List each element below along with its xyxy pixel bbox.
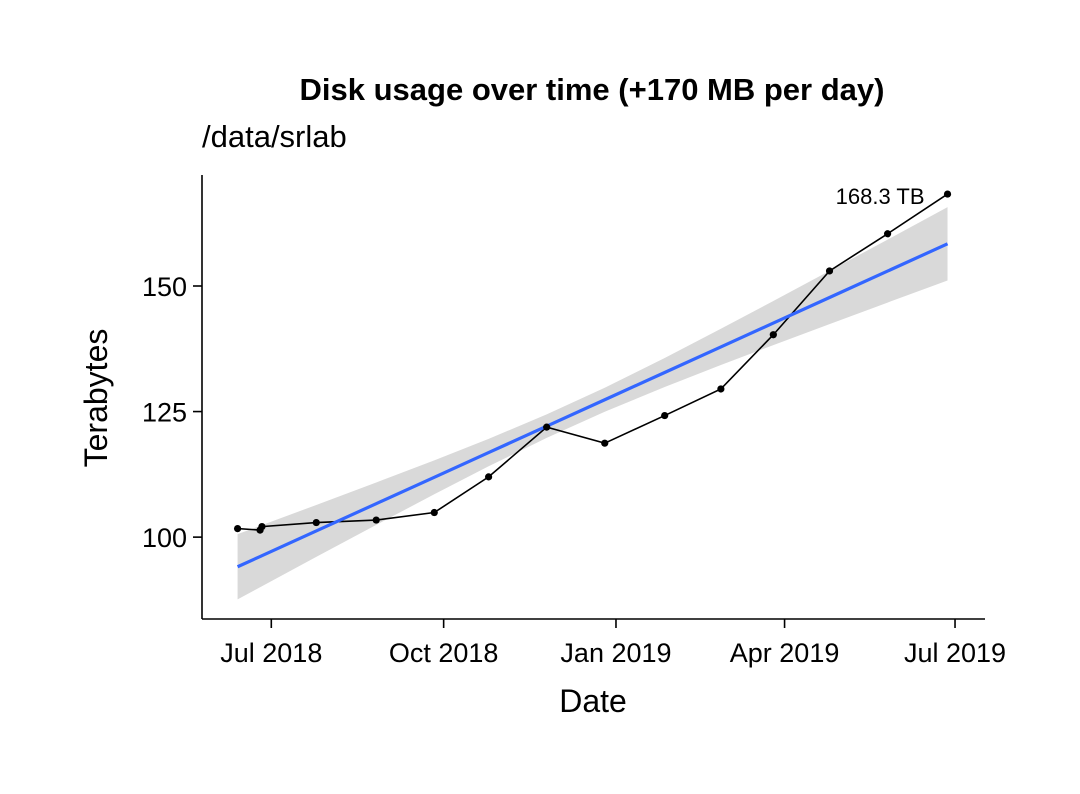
data-point xyxy=(717,385,725,393)
data-point xyxy=(769,331,777,339)
y-axis-title: Terabytes xyxy=(78,329,114,468)
x-tick-label: Jul 2018 xyxy=(220,638,322,668)
y-tick-label: 100 xyxy=(142,523,187,553)
data-point xyxy=(372,516,380,524)
x-tick-label: Oct 2018 xyxy=(389,638,499,668)
y-axis-ticks: 100 125 150 xyxy=(142,272,202,553)
chart-subtitle: /data/srlab xyxy=(202,119,347,154)
data-point xyxy=(543,423,551,431)
data-point xyxy=(943,190,952,198)
data-point xyxy=(312,518,320,527)
x-axis-title: Date xyxy=(559,683,627,719)
plot-area: 168.3 TB xyxy=(233,184,952,600)
y-tick-label: 150 xyxy=(142,272,187,302)
data-point xyxy=(258,522,266,531)
data-point xyxy=(883,230,892,238)
confidence-band xyxy=(237,207,948,600)
data-point xyxy=(825,267,834,275)
chart-title: Disk usage over time (+170 MB per day) xyxy=(300,72,885,107)
y-tick-label: 125 xyxy=(142,398,187,428)
annotation-label: 168.3 TB xyxy=(836,184,925,209)
x-tick-label: Jul 2019 xyxy=(904,638,1006,668)
data-point xyxy=(430,508,438,517)
data-point xyxy=(233,524,242,533)
data-point xyxy=(601,439,609,447)
x-tick-label: Jan 2019 xyxy=(560,638,671,668)
data-point xyxy=(661,411,669,420)
x-axis-ticks: Jul 2018 Oct 2018 Jan 2019 Apr 2019 Jul 2019 xyxy=(220,619,1006,668)
x-tick-label: Apr 2019 xyxy=(730,638,840,668)
data-point xyxy=(485,473,493,481)
